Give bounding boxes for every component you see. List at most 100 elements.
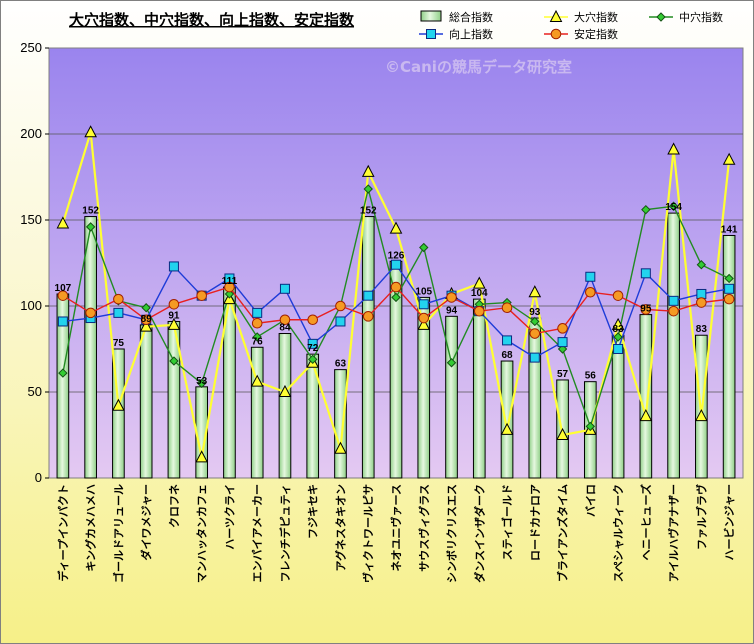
y-tick-label: 0 xyxy=(35,470,42,485)
category-label: サウスヴィグラス xyxy=(417,484,431,572)
marker-diamond xyxy=(85,222,96,232)
bar xyxy=(112,348,125,479)
marker-circle xyxy=(251,317,263,329)
marker-diamond xyxy=(656,12,666,22)
marker-circle xyxy=(550,28,562,40)
marker-triangle xyxy=(278,384,292,397)
marker-triangle xyxy=(667,142,680,155)
category-label: ヘニーヒューズ xyxy=(639,484,653,560)
marker-circle xyxy=(335,300,346,312)
marker-square xyxy=(696,288,707,299)
data-label: 84 xyxy=(279,323,291,334)
marker-triangle xyxy=(500,422,514,435)
bar xyxy=(84,216,97,479)
bar xyxy=(667,212,680,479)
category-label: クロフネ xyxy=(168,484,181,528)
data-label: 141 xyxy=(721,224,738,235)
legend-label: 中穴指数 xyxy=(679,10,723,24)
bar xyxy=(611,334,625,479)
category-label: バイロ xyxy=(584,484,597,517)
category-label: ゴールドアリュール xyxy=(111,484,125,583)
marker-square xyxy=(363,290,374,301)
bar xyxy=(361,216,375,479)
marker-square xyxy=(640,268,651,279)
marker-square xyxy=(335,316,346,327)
category-label: ロードカナロア xyxy=(529,484,542,561)
marker-circle xyxy=(501,302,513,314)
data-label: 152 xyxy=(82,206,99,217)
data-label: 53 xyxy=(196,376,208,387)
marker-diamond xyxy=(363,184,373,194)
data-label: 75 xyxy=(113,338,125,349)
marker-triangle xyxy=(389,221,403,234)
category-label: アグネスタキオン xyxy=(333,484,347,571)
bar xyxy=(417,296,431,479)
marker-circle xyxy=(418,312,430,324)
marker-circle xyxy=(279,314,291,326)
category-label: シンボリクリスエス xyxy=(445,484,459,583)
marker-diamond xyxy=(585,421,596,432)
category-label: ネオユニヴァース xyxy=(389,484,403,571)
legend-label: 大穴指数 xyxy=(574,10,618,24)
bar xyxy=(472,298,486,479)
marker-square xyxy=(418,299,429,310)
marker-circle xyxy=(446,292,457,303)
y-tick-label: 100 xyxy=(20,298,42,313)
data-label: 68 xyxy=(501,350,513,361)
marker-square xyxy=(252,307,263,318)
marker-diamond xyxy=(252,332,262,342)
data-label: 154 xyxy=(665,202,682,213)
marker-circle xyxy=(390,281,402,293)
marker-diamond xyxy=(530,316,540,327)
marker-circle xyxy=(723,293,735,305)
y-tick-label: 200 xyxy=(20,126,42,141)
marker-circle xyxy=(529,328,541,339)
legend-label: 向上指数 xyxy=(449,27,493,41)
marker-triangle xyxy=(139,319,153,332)
y-tick-label: 50 xyxy=(28,384,42,399)
marker-square xyxy=(426,29,436,39)
marker-square xyxy=(502,335,513,346)
category-label: ダイワメジャー xyxy=(139,484,153,560)
marker-square xyxy=(529,352,540,363)
data-label: 94 xyxy=(446,305,458,316)
data-label: 91 xyxy=(168,310,180,321)
bar xyxy=(445,315,458,479)
marker-triangle xyxy=(361,164,375,177)
marker-diamond xyxy=(58,368,68,378)
data-label: 126 xyxy=(388,250,405,261)
category-label: フレンチデピュティ xyxy=(278,484,292,582)
marker-circle xyxy=(696,297,707,308)
marker-circle xyxy=(362,311,374,322)
marker-triangle xyxy=(167,317,181,330)
data-label: 152 xyxy=(360,206,377,217)
data-label: 63 xyxy=(335,359,347,370)
category-label: マンハッタンカフェ xyxy=(196,484,209,583)
marker-diamond xyxy=(141,303,151,313)
marker-triangle xyxy=(549,9,563,22)
marker-circle xyxy=(612,290,624,301)
marker-diamond xyxy=(446,358,457,368)
category-label: ダンスインザダーク xyxy=(472,484,486,583)
category-label: ヴィクトワールピサ xyxy=(361,484,375,583)
marker-triangle xyxy=(112,398,125,411)
marker-square xyxy=(724,283,735,294)
marker-triangle xyxy=(56,216,70,229)
marker-triangle xyxy=(472,276,486,289)
marker-diamond xyxy=(613,332,623,342)
marker-square xyxy=(279,283,290,294)
marker-triangle xyxy=(417,317,431,330)
marker-square xyxy=(57,316,68,327)
bar xyxy=(223,286,236,479)
data-label: 89 xyxy=(141,314,153,325)
marker-triangle xyxy=(84,125,97,138)
marker-square xyxy=(168,261,179,272)
legend-swatch xyxy=(420,10,442,22)
category-label: スティゴールド xyxy=(500,484,514,560)
data-label: 95 xyxy=(640,304,652,315)
marker-triangle xyxy=(195,450,209,463)
category-label: スペシャルウィーク xyxy=(612,484,625,582)
marker-diamond xyxy=(641,204,651,215)
